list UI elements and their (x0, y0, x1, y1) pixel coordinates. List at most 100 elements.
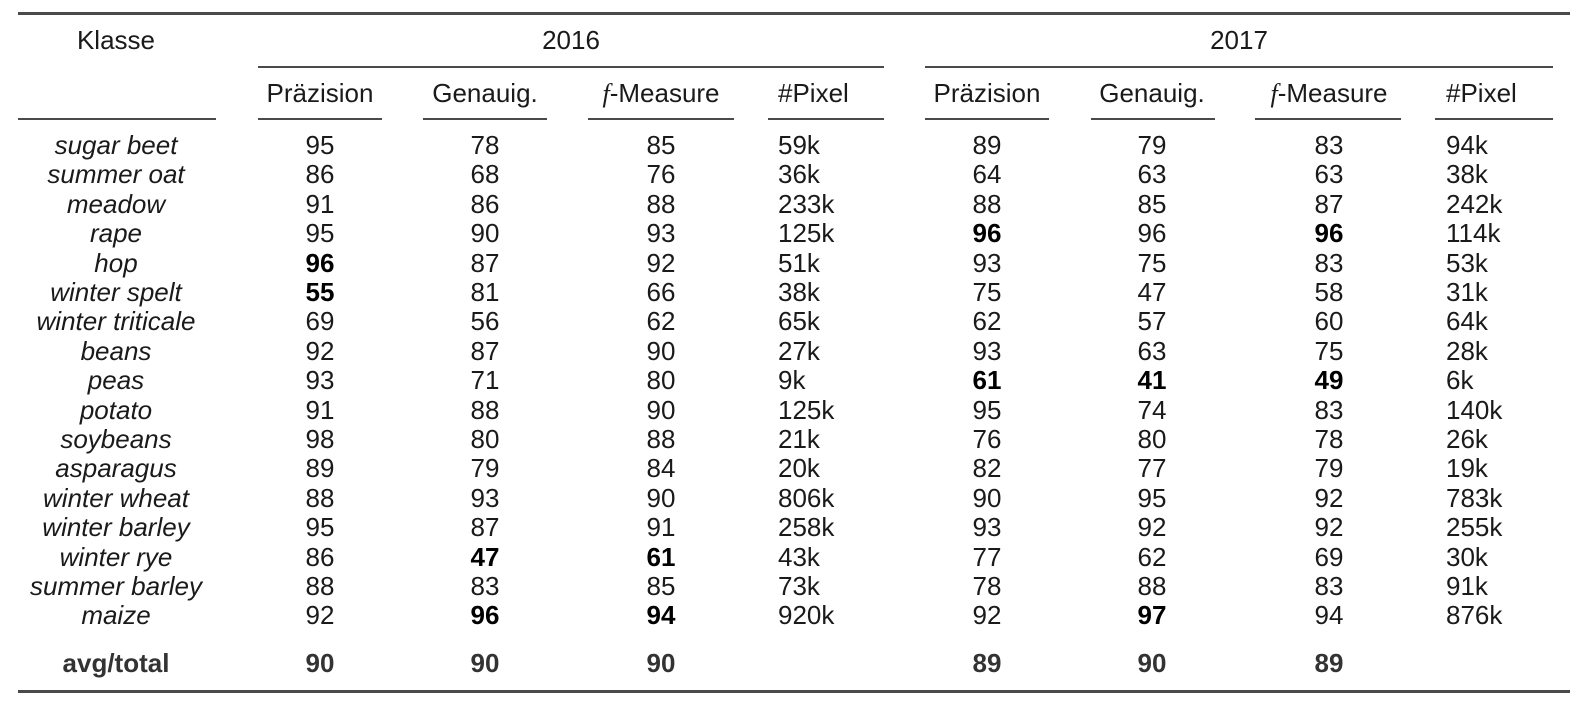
metric-header-genauig-2017: Genauig. (1099, 78, 1205, 108)
row-value: 88 (972, 188, 1002, 219)
row-value: 83 (1314, 571, 1344, 601)
row-value: 9k (778, 365, 806, 396)
row-value: 60 (1314, 306, 1344, 337)
row-value: 258k (778, 512, 835, 543)
row-value: 51k (778, 247, 820, 278)
row-value: 90 (470, 218, 500, 249)
row-value: 97 (1137, 600, 1167, 631)
row-klasse: potato (79, 394, 153, 425)
header-rule-y2016-0 (258, 118, 382, 120)
f-symbol: f (1270, 79, 1278, 108)
row-value: 90 (972, 482, 1002, 513)
total-value: 89 (972, 648, 1002, 678)
row-value: 63 (1137, 335, 1167, 366)
row-value: 92 (646, 247, 676, 278)
row-klasse: winter spelt (50, 277, 182, 307)
row-klasse: maize (81, 600, 151, 631)
row-klasse: winter triticale (36, 306, 196, 337)
row-value: 38k (1446, 159, 1488, 190)
row-value: 96 (1314, 218, 1344, 249)
row-value: 91 (646, 512, 676, 543)
row-value: 88 (305, 571, 335, 601)
row-value: 94 (1314, 600, 1344, 631)
row-value: 85 (1137, 188, 1167, 219)
row-value: 69 (305, 306, 335, 337)
row-value: 74 (1137, 394, 1167, 425)
row-value: 66 (646, 277, 676, 307)
row-value: 76 (646, 159, 676, 190)
row-value: 19k (1446, 453, 1488, 484)
klasse-header: Klasse (76, 25, 156, 55)
row-value: 62 (646, 306, 676, 337)
row-value: 88 (646, 424, 676, 454)
row-value: 92 (1314, 512, 1344, 543)
row-klasse: summer barley (30, 571, 202, 601)
row-value: 255k (1446, 512, 1503, 543)
row-value: 76 (972, 424, 1002, 454)
row-klasse: meadow (66, 188, 166, 219)
row-value: 63 (1314, 159, 1344, 190)
row-klasse: winter barley (42, 512, 190, 543)
row-value: 41 (1137, 365, 1167, 396)
row-value: 85 (646, 130, 676, 160)
row-value: 61 (646, 541, 676, 572)
row-value: 88 (646, 188, 676, 219)
row-value: 242k (1446, 188, 1503, 219)
bottom-rule (18, 690, 1570, 693)
header-rule-y2017-1 (1091, 118, 1215, 120)
row-value: 49 (1314, 365, 1344, 396)
row-klasse: winter rye (59, 541, 173, 572)
row-klasse: asparagus (55, 453, 177, 484)
year-header-2016: 2016 (542, 25, 600, 55)
row-value: 90 (646, 482, 676, 513)
header-rule-klasse (18, 118, 216, 120)
row-value: 94k (1446, 130, 1488, 160)
f-symbol: f (602, 79, 610, 108)
row-value: 79 (1137, 130, 1167, 160)
row-value: 87 (470, 512, 500, 543)
row-value: 36k (778, 159, 820, 190)
row-value: 806k (778, 482, 835, 513)
row-value: 53k (1446, 247, 1488, 278)
total-value: 90 (470, 648, 500, 678)
row-value: 83 (1314, 394, 1344, 425)
total-value: 89 (1314, 648, 1344, 678)
row-value: 96 (305, 247, 335, 278)
year-rule-2017 (925, 66, 1553, 68)
row-value: 92 (1137, 512, 1167, 543)
row-value: 98 (305, 424, 335, 454)
row-value: 93 (972, 335, 1002, 366)
row-value: 68 (470, 159, 500, 190)
row-value: 95 (1137, 482, 1167, 513)
metric-label: -Measure (609, 78, 720, 108)
metric-header-pixel-2016: #Pixel (778, 78, 849, 108)
row-value: 57 (1137, 306, 1167, 337)
row-value: 91 (305, 394, 335, 425)
row-value: 876k (1446, 600, 1503, 631)
row-value: 75 (972, 277, 1002, 307)
row-value: 83 (470, 571, 500, 601)
metric-header-pixel-2017: #Pixel (1446, 78, 1517, 108)
metric-label: -Measure (1277, 78, 1388, 108)
row-value: 78 (470, 130, 500, 160)
row-value: 83 (1314, 247, 1344, 278)
row-value: 87 (1314, 188, 1344, 219)
row-value: 89 (972, 130, 1002, 160)
row-value: 95 (305, 512, 335, 543)
header-rule-y2017-3 (1435, 118, 1553, 120)
row-value: 84 (646, 453, 676, 484)
row-value: 95 (305, 218, 335, 249)
row-value: 87 (470, 335, 500, 366)
year-rule-2016 (258, 66, 884, 68)
row-value: 58 (1314, 277, 1344, 307)
row-value: 95 (305, 130, 335, 160)
row-value: 47 (1137, 277, 1167, 307)
row-value: 86 (305, 541, 335, 572)
row-value: 88 (470, 394, 500, 425)
row-value: 77 (972, 541, 1002, 572)
metric-header-fmeasure-2016: f-Measure (511, 78, 811, 109)
metric-header-fmeasure-2017: f-Measure (1179, 78, 1479, 109)
row-value: 31k (1446, 277, 1488, 307)
row-value: 87 (470, 247, 500, 278)
row-value: 71 (470, 365, 500, 396)
